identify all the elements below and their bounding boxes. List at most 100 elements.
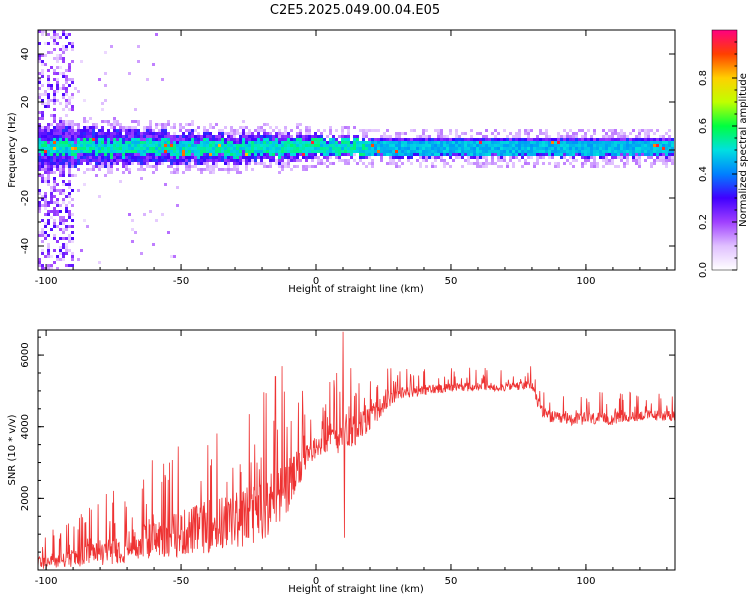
spectrogram-cell <box>98 261 101 264</box>
spectrogram-cell <box>593 132 596 135</box>
spectrogram-cell <box>218 141 221 144</box>
spectrogram-cell <box>302 141 305 144</box>
spectrogram-cell <box>617 147 620 150</box>
spectrogram-cell <box>131 159 134 162</box>
spectrogram-cell <box>455 138 458 141</box>
spectrogram-cell <box>59 165 62 168</box>
spectrogram-cell <box>62 255 65 258</box>
spectrogram-cell <box>41 117 44 120</box>
spectrogram-cell <box>263 153 266 156</box>
spectrogram-cell <box>197 150 200 153</box>
spectrogram-cell <box>143 144 146 147</box>
spectrogram-cell <box>149 165 152 168</box>
spectrogram-cell <box>497 147 500 150</box>
spectrogram-cell <box>50 66 53 69</box>
spectrogram-cell <box>107 165 110 168</box>
spectrogram-cell <box>449 138 452 141</box>
spectrogram-cell <box>158 147 161 150</box>
spectrogram-cell <box>152 138 155 141</box>
spectrogram-cell <box>626 141 629 144</box>
spectrogram-cell <box>518 141 521 144</box>
spectrogram-cell <box>206 141 209 144</box>
spectrogram-cell <box>608 159 611 162</box>
spectrogram-cell <box>584 141 587 144</box>
spectrogram-cell <box>317 141 320 144</box>
spectrogram-cell <box>47 99 50 102</box>
spectrogram-cell <box>311 135 314 138</box>
spectrogram-cell <box>62 75 65 78</box>
spectrogram-cell <box>227 156 230 159</box>
spectrogram-cell <box>41 228 44 231</box>
spectrogram-cell <box>155 126 158 129</box>
spectrogram-cell <box>56 147 59 150</box>
spectrogram-cell <box>356 150 359 153</box>
spectrogram-cell <box>65 147 68 150</box>
spectrogram-cell <box>104 144 107 147</box>
spectrogram-cell <box>440 159 443 162</box>
spectrogram-cell <box>581 150 584 153</box>
spectrogram-cell <box>467 144 470 147</box>
spectrogram-cell <box>569 141 572 144</box>
spectrogram-cell <box>563 129 566 132</box>
spectrogram-cell <box>266 123 269 126</box>
spectrogram-cell <box>509 144 512 147</box>
spectrogram-cell <box>116 147 119 150</box>
spectrogram-cell <box>53 114 56 117</box>
spectrogram-cell <box>218 168 221 171</box>
spectrogram-cell <box>548 141 551 144</box>
spectrogram-cell <box>389 156 392 159</box>
spectrogram-cell <box>173 132 176 135</box>
spectrogram-cell <box>50 198 53 201</box>
spectrogram-cell <box>41 141 44 144</box>
spectrogram-cell <box>206 153 209 156</box>
spectrogram-cell <box>65 183 68 186</box>
spectrogram-cell <box>611 153 614 156</box>
spectrogram-cell <box>350 141 353 144</box>
spectrogram-cell <box>434 165 437 168</box>
spectrogram-cell <box>371 159 374 162</box>
spectrogram-cell <box>611 144 614 147</box>
spectrogram-cell <box>440 144 443 147</box>
spectrogram-cell <box>422 138 425 141</box>
spectrogram-cell <box>41 75 44 78</box>
spectrogram-cell <box>620 153 623 156</box>
spectrogram-cell <box>608 153 611 156</box>
spectrogram-cell <box>53 156 56 159</box>
spectrogram-cell <box>224 150 227 153</box>
spectrogram-cell <box>53 42 56 45</box>
spectrogram-cell <box>290 156 293 159</box>
spectrogram-cell <box>149 159 152 162</box>
spectrogram-cell <box>173 141 176 144</box>
spectrogram-cell <box>38 192 41 195</box>
spectrogram-cell <box>98 156 101 159</box>
spectrogram-cell <box>80 249 83 252</box>
spectrogram-cell <box>500 159 503 162</box>
spectrogram-cell <box>155 138 158 141</box>
spectrogram-cell <box>146 147 149 150</box>
spectrogram-cell <box>413 150 416 153</box>
spectrogram-cell <box>38 78 41 81</box>
spectrogram-cell <box>242 159 245 162</box>
spectrogram-cell <box>320 162 323 165</box>
spectrogram-cell <box>524 150 527 153</box>
spectrogram-cell <box>464 150 467 153</box>
spectrogram-cell <box>161 132 164 135</box>
spectrogram-cell <box>257 162 260 165</box>
spectrogram-cell <box>221 153 224 156</box>
spectrogram-cell <box>260 156 263 159</box>
spectrogram-cell <box>113 147 116 150</box>
colorbar: 0.00.20.40.60.8 Normalized spectral ampl… <box>698 29 749 278</box>
spectrogram-cell <box>179 129 182 132</box>
spectrogram-cell <box>548 156 551 159</box>
spectrogram-cell <box>605 153 608 156</box>
spectrogram-cell <box>344 144 347 147</box>
spectrogram-cell <box>470 156 473 159</box>
spectrogram-cell <box>68 126 71 129</box>
spectrogram-cell <box>272 147 275 150</box>
spectrogram-cell <box>596 144 599 147</box>
spectrogram-cell <box>80 156 83 159</box>
spectrogram-cell <box>605 159 608 162</box>
spectrogram-cell <box>245 159 248 162</box>
spectrogram-cell <box>161 144 164 147</box>
spectrogram-cell <box>38 162 41 165</box>
